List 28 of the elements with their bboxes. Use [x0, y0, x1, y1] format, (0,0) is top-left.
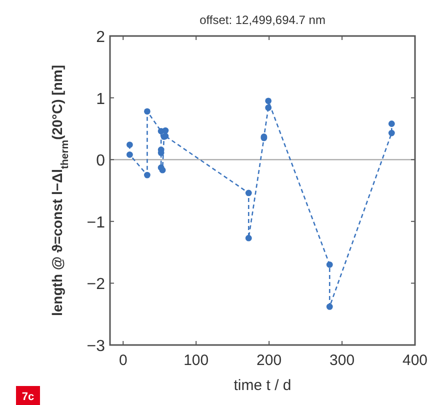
x-tick-label: 100	[184, 352, 209, 369]
point	[265, 98, 272, 104]
point	[159, 166, 166, 174]
y-tick-label: −2	[86, 276, 106, 294]
y-tick-label: 0	[96, 152, 106, 170]
chart-title: offset: 12,499,694.7 nm	[200, 13, 326, 27]
point	[162, 127, 169, 134]
point	[245, 234, 252, 242]
point	[265, 104, 272, 111]
x-tick-label: 0	[118, 352, 128, 369]
point	[326, 303, 333, 310]
x-tick-label: 300	[330, 352, 355, 369]
x-tick-label: 200	[256, 352, 282, 369]
text: 7c	[22, 391, 34, 403]
y-tick-label: 1	[96, 90, 106, 108]
y-tick-label: −1	[86, 214, 106, 232]
x-axis-title: time t / d	[234, 377, 292, 394]
point	[144, 172, 150, 178]
y-tick-label: 2	[96, 29, 106, 46]
point	[388, 130, 395, 136]
point	[388, 120, 395, 127]
y-tick-label: −3	[86, 338, 106, 355]
x-tick-label: 400	[402, 352, 428, 369]
point	[245, 190, 252, 196]
point	[326, 261, 333, 268]
point	[126, 151, 133, 158]
point	[144, 108, 150, 115]
point	[126, 142, 133, 148]
